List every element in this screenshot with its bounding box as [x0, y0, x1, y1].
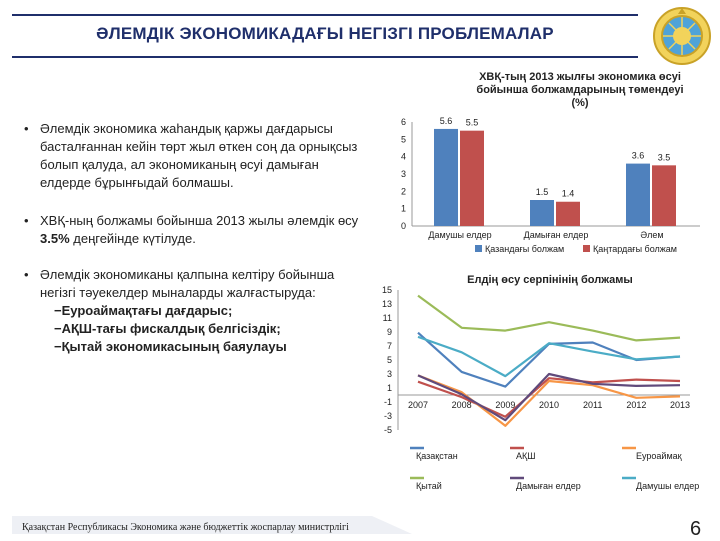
- bar-y-tick-label: 5: [401, 134, 406, 144]
- line-chart-title: Елдің өсу серпінінің болжамы: [467, 274, 633, 286]
- line-legend-label: АҚШ: [516, 451, 536, 461]
- bullet-item: Әлемдік экономика жаһандық қаржы дағдары…: [24, 120, 369, 192]
- line-y-tick-label: -1: [384, 397, 392, 407]
- bar-y-tick-label: 0: [401, 221, 406, 231]
- footer-text: Қазақстан Республикасы Экономика және бю…: [22, 522, 349, 533]
- line-legend-label: Қазақстан: [416, 451, 458, 461]
- bar-y-tick-label: 6: [401, 117, 406, 127]
- state-emblem-icon: [653, 7, 711, 65]
- growth-line-chart: Елдің өсу серпінінің болжамы 15 13 11 9 7 5 3 1 -…: [382, 274, 699, 491]
- bar-chart-title: ХВҚ-тың 2013 жылғы экономика өсуі: [479, 71, 681, 83]
- footer-bar: [12, 516, 412, 534]
- line-x-tick-label: 2012: [626, 400, 646, 410]
- line-legend-label: Қытай: [416, 481, 442, 491]
- bar: [434, 128, 458, 226]
- line-y-tick-label: -5: [384, 425, 392, 435]
- line-y-tick-label: 3: [387, 369, 392, 379]
- bullet-list: Әлемдік экономика жаһандық қаржы дағдары…: [24, 120, 369, 356]
- bar-data-label: 1.4: [562, 189, 575, 199]
- bar-y-tick-label: 3: [401, 169, 406, 179]
- bar-data-label: 3.6: [632, 151, 645, 161]
- line-x-tick-label: 2007: [408, 400, 428, 410]
- bar-y-tick-label: 2: [401, 186, 406, 196]
- line-y-tick-label: 5: [387, 355, 392, 365]
- title-rule-bottom: [12, 56, 638, 58]
- slide-title: ӘЛЕМДІК ЭКОНОМИКАДАҒЫ НЕГІЗГІ ПРОБЛЕМАЛА…: [96, 24, 554, 43]
- bar-data-label: 5.6: [440, 116, 453, 126]
- bullet-item: ХВҚ-ның болжамы бойынша 2013 жылы әлемді…: [24, 212, 369, 248]
- bar-data-label: 3.5: [658, 152, 671, 162]
- line-series: [417, 377, 681, 418]
- line-y-tick-label: 7: [387, 341, 392, 351]
- bar-chart-title: (%): [571, 97, 588, 109]
- risk-item: −АҚШ-тағы фискалдық белгісіздік;: [54, 321, 281, 336]
- line-y-tick-label: 15: [382, 285, 392, 295]
- bar: [556, 201, 580, 226]
- risk-item: −Еуроаймақтағы дағдарыс;: [54, 303, 233, 318]
- bar-category-label: Әлем: [640, 230, 663, 240]
- bar: [626, 163, 650, 226]
- bar-chart-title: бойынша болжамдарының төмендеуі: [476, 84, 683, 96]
- line-series: [417, 372, 681, 422]
- line-x-tick-label: 2009: [495, 400, 515, 410]
- bar-y-tick-label: 4: [401, 152, 406, 162]
- line-legend-label: Дамушы елдер: [636, 481, 699, 491]
- bar: [460, 130, 484, 226]
- line-x-tick-label: 2008: [452, 400, 472, 410]
- line-x-tick-label: 2010: [539, 400, 559, 410]
- forecast-bar-chart: ХВҚ-тың 2013 жылғы экономика өсуібойынша…: [401, 71, 700, 254]
- bar-category-label: Дамыған елдер: [524, 230, 589, 240]
- line-series: [417, 294, 681, 342]
- line-x-tick-label: 2011: [583, 400, 602, 410]
- line-legend-label: Дамыған елдер: [516, 481, 581, 491]
- title-rule-top: [12, 14, 638, 16]
- bar-y-tick-label: 1: [401, 204, 406, 214]
- line-x-tick-label: 2013: [670, 400, 690, 410]
- line-y-tick-label: 11: [383, 313, 392, 323]
- line-series: [417, 335, 681, 378]
- risk-item: −Қытай экономикасының баяулауы: [54, 339, 287, 354]
- bar-data-label: 1.5: [536, 187, 549, 197]
- bar-legend-swatch: [475, 245, 482, 252]
- line-y-tick-label: 9: [387, 327, 392, 337]
- bar-legend-label: Қазандағы болжам: [485, 244, 564, 254]
- bar: [652, 165, 676, 226]
- bar-data-label: 5.5: [466, 118, 479, 128]
- bullet-item: Әлемдік экономиканы қалпына келтіру бойы…: [24, 266, 369, 302]
- line-legend-label: Еуроаймақ: [636, 451, 682, 461]
- bar: [530, 200, 554, 226]
- line-series: [417, 374, 681, 427]
- bar-legend-label: Қаңтардағы болжам: [593, 244, 677, 254]
- bar-legend-swatch: [583, 245, 590, 252]
- line-y-tick-label: 1: [387, 383, 392, 393]
- line-y-tick-label: -3: [384, 411, 392, 421]
- line-y-tick-label: 13: [382, 299, 392, 309]
- bar-category-label: Дамушы елдер: [428, 230, 491, 240]
- page-number: 6: [690, 518, 702, 540]
